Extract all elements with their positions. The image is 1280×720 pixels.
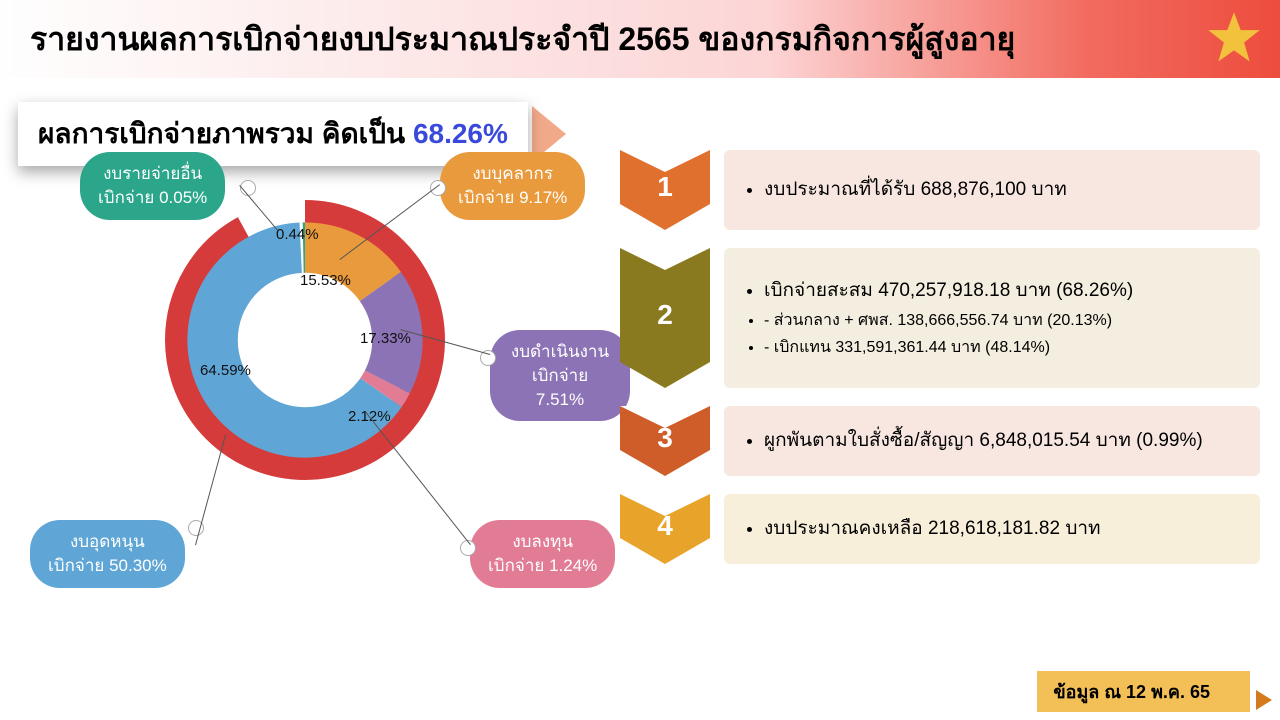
chevron-badge: 2 [620, 248, 710, 388]
star-icon [1206, 10, 1262, 66]
slice-pct-label: 0.44% [276, 226, 319, 243]
info-card: งบประมาณคงเหลือ 218,618,181.82 บาท [724, 494, 1260, 564]
callout-4: งบลงทุนเบิกจ่าย 1.24% [470, 520, 615, 588]
chevron-number: 2 [620, 299, 710, 331]
info-row-1: 1 งบประมาณที่ได้รับ 688,876,100 บาท [620, 150, 1260, 230]
slice-pct-label: 17.33% [360, 330, 411, 347]
info-row-4: 4 งบประมาณคงเหลือ 218,618,181.82 บาท [620, 494, 1260, 564]
info-panel: 1 งบประมาณที่ได้รับ 688,876,100 บาท 2 เบิกจ… [620, 150, 1260, 582]
footer-date-badge: ข้อมูล ณ 12 พ.ค. 65 [1037, 671, 1250, 712]
header-banner: รายงานผลการเบิกจ่ายงบประมาณประจำปี 2565 … [0, 0, 1280, 78]
callout-1: งบรายจ่ายอื่นเบิกจ่าย 0.05% [80, 152, 225, 220]
info-subline: - ส่วนกลาง + ศพส. 138,666,556.74 บาท (20… [764, 307, 1238, 334]
slice-pct-label: 15.53% [300, 272, 351, 289]
chevron-badge: 1 [620, 150, 710, 230]
callout-3: งบดำเนินงานเบิกจ่าย 7.51% [490, 330, 630, 421]
callout-0: งบอุดหนุนเบิกจ่าย 50.30% [30, 520, 185, 588]
info-card: งบประมาณที่ได้รับ 688,876,100 บาท [724, 150, 1260, 230]
footer-text: ข้อมูล ณ 12 พ.ค. 65 [1053, 682, 1210, 702]
info-line: เบิกจ่ายสะสม 470,257,918.18 บาท (68.26%) [764, 275, 1238, 307]
info-card: ผูกพันตามใบสั่งซื้อ/สัญญา 6,848,015.54 บ… [724, 406, 1260, 476]
chevron-badge: 4 [620, 494, 710, 564]
info-subline: - เบิกแทน 331,591,361.44 บาท (48.14%) [764, 334, 1238, 361]
footer-arrow-icon [1256, 690, 1272, 710]
info-row-3: 3 ผูกพันตามใบสั่งซื้อ/สัญญา 6,848,015.54 … [620, 406, 1260, 476]
donut-chart-area: 0.44%15.53%17.33%2.12%64.59% งบรายจ่ายอื… [0, 100, 630, 600]
slice-pct-label: 64.59% [200, 362, 251, 379]
info-line: งบประมาณคงเหลือ 218,618,181.82 บาท [764, 513, 1238, 545]
info-line: งบประมาณที่ได้รับ 688,876,100 บาท [764, 174, 1238, 206]
page-title: รายงานผลการเบิกจ่ายงบประมาณประจำปี 2565 … [30, 14, 1015, 65]
chevron-badge: 3 [620, 406, 710, 476]
chevron-number: 1 [620, 171, 710, 203]
callout-2: งบบุคลากรเบิกจ่าย 9.17% [440, 152, 585, 220]
info-line: ผูกพันตามใบสั่งซื้อ/สัญญา 6,848,015.54 บ… [764, 425, 1238, 457]
info-row-2: 2 เบิกจ่ายสะสม 470,257,918.18 บาท (68.26%… [620, 248, 1260, 388]
info-card: เบิกจ่ายสะสม 470,257,918.18 บาท (68.26%)… [724, 248, 1260, 388]
